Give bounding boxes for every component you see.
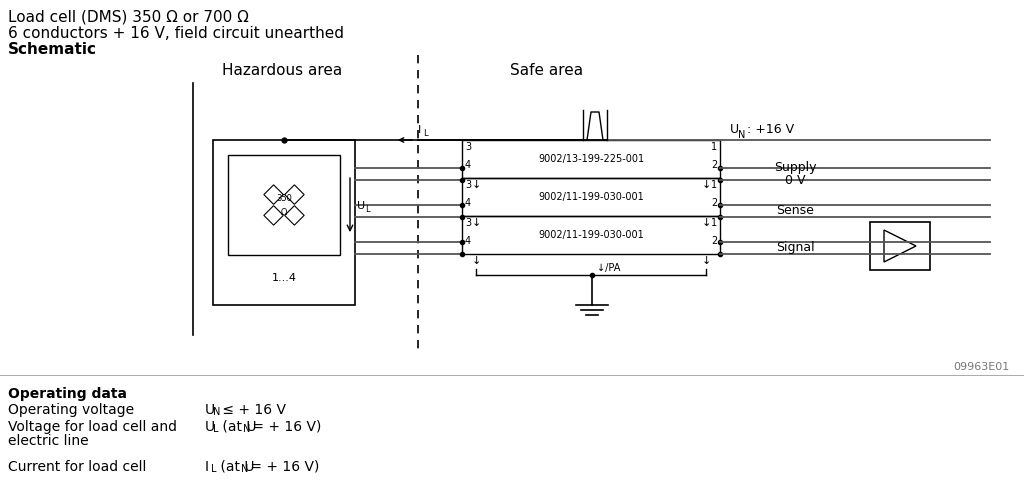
- Text: ↓/PA: ↓/PA: [597, 263, 621, 273]
- Text: U: U: [357, 201, 366, 211]
- Text: Supply: Supply: [774, 161, 816, 175]
- Text: Load cell (DMS) 350 Ω or 700 Ω: Load cell (DMS) 350 Ω or 700 Ω: [8, 10, 249, 25]
- Text: ↓: ↓: [701, 218, 711, 228]
- Text: 4: 4: [465, 236, 471, 246]
- Text: 9002/11-199-030-001: 9002/11-199-030-001: [539, 192, 644, 202]
- Bar: [870, 222, 930, 270]
- Text: Sense: Sense: [776, 204, 814, 217]
- Text: 1: 1: [711, 218, 717, 228]
- Text: 1: 1: [711, 180, 717, 190]
- Text: N: N: [241, 464, 249, 474]
- Text: 3: 3: [465, 218, 471, 228]
- Text: 1: 1: [711, 142, 717, 152]
- Text: Operating data: Operating data: [8, 387, 127, 401]
- Text: electric line: electric line: [8, 434, 89, 448]
- Text: 0 V: 0 V: [784, 175, 805, 188]
- Bar: [462, 216, 720, 254]
- Text: 3: 3: [465, 180, 471, 190]
- Text: 6 conductors + 16 V, field circuit unearthed: 6 conductors + 16 V, field circuit unear…: [8, 26, 344, 41]
- Text: = + 16 V): = + 16 V): [248, 420, 322, 434]
- Text: I: I: [205, 460, 209, 474]
- Text: 2: 2: [711, 160, 717, 170]
- Text: U: U: [205, 420, 215, 434]
- Text: : +16 V: : +16 V: [743, 123, 795, 136]
- Text: 9002/13-199-225-001: 9002/13-199-225-001: [538, 154, 644, 164]
- Text: ↓: ↓: [701, 256, 711, 266]
- Text: Signal: Signal: [776, 242, 814, 254]
- Text: Safe area: Safe area: [510, 63, 583, 78]
- Text: L: L: [213, 424, 218, 434]
- Text: I: I: [418, 125, 421, 135]
- Text: Current for load cell: Current for load cell: [8, 460, 146, 474]
- Text: L: L: [365, 204, 370, 213]
- Text: Schematic: Schematic: [8, 42, 97, 57]
- Bar: [462, 140, 720, 178]
- Text: 2: 2: [711, 198, 717, 208]
- Text: Voltage for load cell and: Voltage for load cell and: [8, 420, 177, 434]
- Text: 1...4: 1...4: [271, 273, 297, 283]
- Text: 4: 4: [465, 198, 471, 208]
- Bar: [228, 155, 340, 255]
- Text: U: U: [730, 123, 739, 136]
- Text: 2: 2: [711, 236, 717, 246]
- Text: Hazardous area: Hazardous area: [222, 63, 342, 78]
- Text: L: L: [423, 129, 428, 138]
- Text: 350: 350: [276, 194, 292, 203]
- Text: 3: 3: [465, 142, 471, 152]
- Text: (at U: (at U: [218, 420, 256, 434]
- Text: Ω: Ω: [281, 208, 287, 217]
- Text: (at U: (at U: [216, 460, 255, 474]
- Text: U: U: [205, 403, 215, 417]
- Text: 9002/11-199-030-001: 9002/11-199-030-001: [539, 230, 644, 240]
- Text: Operating voltage: Operating voltage: [8, 403, 134, 417]
- Text: 09963E01: 09963E01: [953, 362, 1010, 372]
- Text: ↓: ↓: [701, 180, 711, 190]
- Text: ↓: ↓: [471, 218, 480, 228]
- Text: 4: 4: [465, 160, 471, 170]
- Text: L: L: [211, 464, 216, 474]
- Text: ≤ + 16 V: ≤ + 16 V: [218, 403, 286, 417]
- Text: N: N: [213, 407, 220, 417]
- Bar: [462, 178, 720, 216]
- Bar: [213, 140, 355, 305]
- Text: N: N: [738, 130, 745, 140]
- Text: = + 16 V): = + 16 V): [246, 460, 319, 474]
- Text: ↓: ↓: [471, 180, 480, 190]
- Text: ↓: ↓: [471, 256, 480, 266]
- Text: N: N: [243, 424, 251, 434]
